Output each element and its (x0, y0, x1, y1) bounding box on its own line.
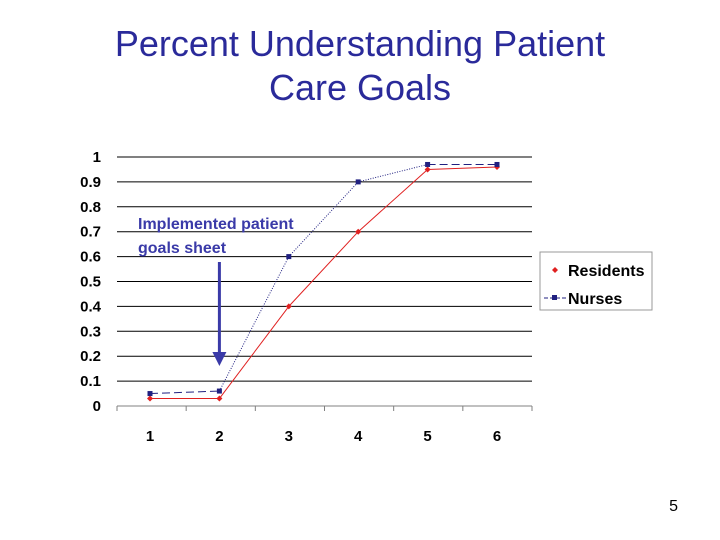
nurses-point (425, 161, 431, 167)
nurses-point (494, 161, 500, 167)
residents-point (355, 228, 362, 235)
y-tick-label: 0.8 (80, 199, 101, 216)
annotation: Implemented patient goals sheet (138, 216, 294, 366)
annotation-arrow-head (212, 352, 227, 366)
legend-residents-marker (552, 267, 558, 273)
title-line-1: Percent Understanding Patient (114, 23, 606, 64)
x-tick-label: 3 (285, 428, 293, 445)
nurses-point (216, 388, 222, 394)
residents-point (216, 395, 223, 402)
annotation-line-2: goals sheet (138, 240, 227, 257)
x-tick-label: 6 (493, 428, 501, 445)
y-tick-label: 0.9 (80, 174, 101, 191)
page-number: 5 (669, 498, 678, 515)
x-tick-label: 2 (215, 428, 223, 445)
nurses-line-segment (288, 181, 359, 257)
y-tick-label: 1 (93, 149, 101, 166)
y-tick-label: 0.1 (80, 373, 101, 390)
y-tick-label: 0 (93, 398, 101, 415)
series-group (147, 161, 500, 402)
y-tick-label: 0.3 (80, 323, 101, 340)
annotation-line-1: Implemented patient (138, 216, 294, 233)
residents-line-segment (219, 306, 290, 399)
y-tick-label: 0.4 (80, 298, 102, 315)
nurses-point (286, 254, 292, 260)
legend-residents-label: Residents (568, 263, 645, 280)
residents-point (147, 395, 153, 402)
legend-nurses-marker (552, 295, 557, 300)
y-tick-label: 0.2 (80, 348, 101, 365)
x-tick-label: 5 (423, 428, 431, 445)
residents-line-segment (288, 231, 359, 307)
y-tick-label: 0.5 (80, 274, 101, 291)
residents-point (285, 303, 292, 310)
residents-line-segment (357, 169, 428, 233)
legend-box (539, 251, 653, 311)
residents-line-segment (427, 166, 498, 170)
nurses-line-segment (218, 256, 290, 392)
nurses-point (355, 179, 361, 185)
y-tick-label: 0.6 (80, 249, 101, 266)
slide-title: Percent Understanding Patient Care Goals (40, 22, 680, 110)
title-line-2: Care Goals (268, 67, 452, 108)
nurses-point (147, 391, 153, 397)
gridlines (117, 156, 532, 382)
x-axis: 1 2 3 4 5 6 (116, 405, 533, 445)
y-axis-ticks: 0 0.1 0.2 0.3 0.4 0.5 0.6 0.7 0.8 0.9 1 (80, 149, 102, 415)
nurses-line-segment (358, 163, 428, 183)
legend: Residents Nurses (539, 251, 653, 311)
x-tick-label: 1 (146, 428, 154, 445)
y-tick-label: 0.7 (80, 224, 101, 241)
legend-nurses-label: Nurses (568, 291, 622, 308)
x-tick-label: 4 (354, 428, 363, 445)
nurses-line-segment (149, 390, 220, 395)
residents-point (424, 166, 431, 173)
